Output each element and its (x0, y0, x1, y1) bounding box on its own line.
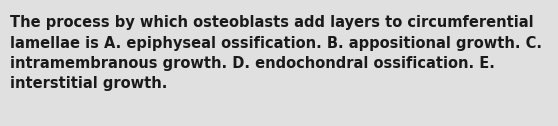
Text: The process by which osteoblasts add layers to circumferential
lamellae is A. ep: The process by which osteoblasts add lay… (10, 15, 542, 91)
